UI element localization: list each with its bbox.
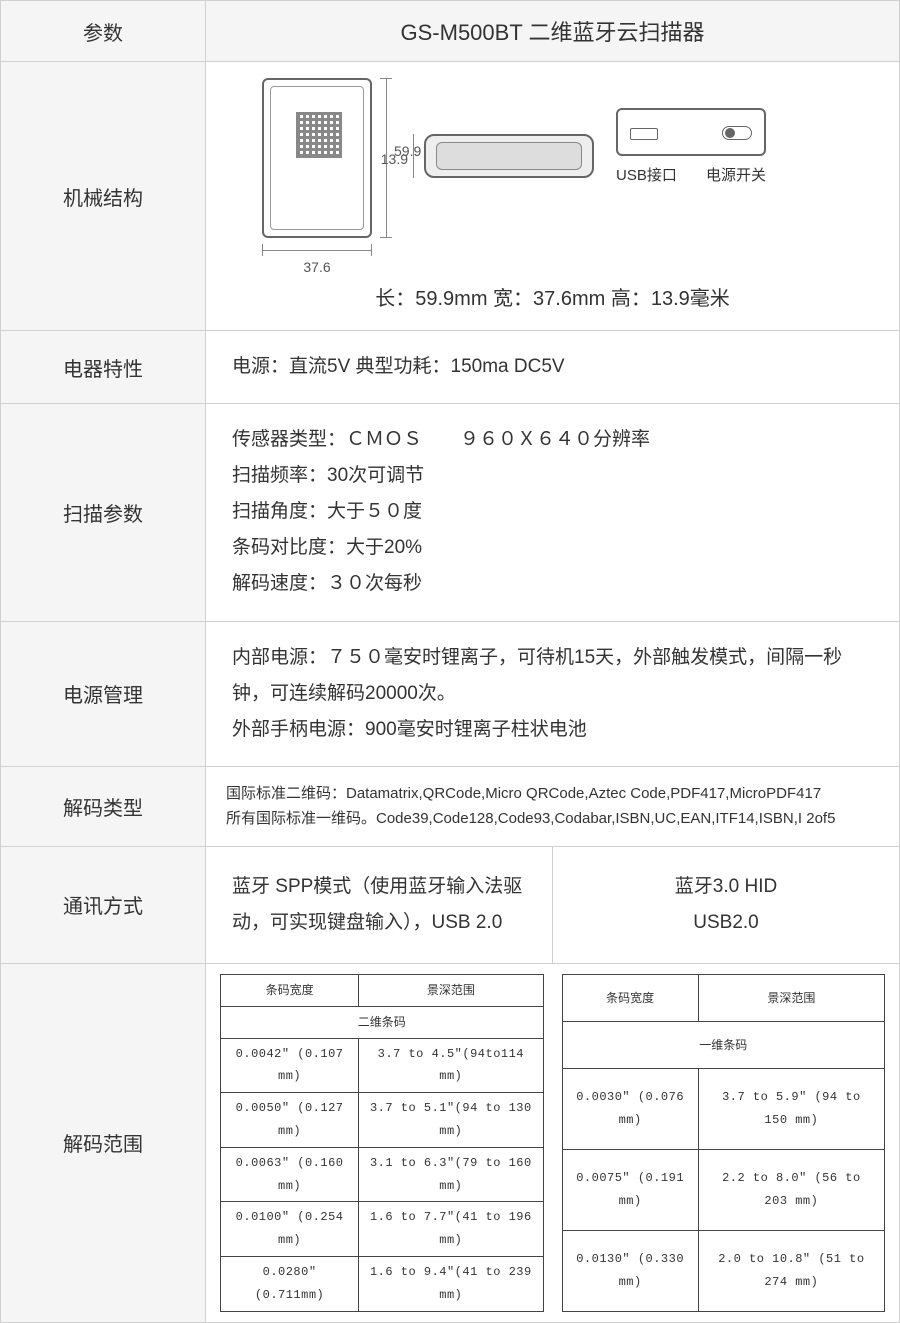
table-cell: 2.0 to 10.8″ (51 to 274 mm) bbox=[698, 1230, 884, 1311]
usb-port-icon bbox=[630, 128, 658, 140]
mechanical-cell: 59.9 37.6 13.9 bbox=[206, 62, 900, 331]
table-row: 0.0042″ (0.107 mm)3.7 to 4.5″(94to114 mm… bbox=[221, 1038, 544, 1093]
scan-line: 条码对比度：大于20% bbox=[232, 530, 873, 566]
comm-right: 蓝牙3.0 HID USB2.0 bbox=[553, 847, 899, 963]
side-view-drawing: USB接口 电源开关 bbox=[616, 108, 766, 191]
scan-line: 扫描频率：30次可调节 bbox=[232, 458, 873, 494]
power-line: 外部手柄电源：900毫安时锂离子柱状电池 bbox=[232, 712, 873, 748]
table-cell: 1.6 to 7.7″(41 to 196 mm) bbox=[359, 1202, 543, 1257]
row-label-comm: 通讯方式 bbox=[1, 846, 206, 963]
table-cell: 2.2 to 8.0″ (56 to 203 mm) bbox=[698, 1149, 884, 1230]
comm-value: 蓝牙 SPP模式（使用蓝牙输入法驱动，可实现键盘输入），USB 2.0 蓝牙3.… bbox=[206, 846, 900, 963]
front-view-drawing: 59.9 37.6 bbox=[262, 78, 372, 238]
electrical-value: 电源：直流5V 典型功耗：150ma DC5V bbox=[206, 331, 900, 404]
power-value: 内部电源：７５０毫安时锂离子，可待机15天，外部触发模式，间隔一秒钟，可连续解码… bbox=[206, 621, 900, 766]
table-cell: 0.0075″ (0.191 mm) bbox=[562, 1149, 698, 1230]
dimensions-line: 长：59.9mm 宽：37.6mm 高：13.9毫米 bbox=[222, 280, 883, 318]
header-title: GS-M500BT 二维蓝牙云扫描器 bbox=[206, 1, 900, 62]
qr-icon bbox=[296, 112, 342, 158]
table-row: 0.0100″ (0.254 mm)1.6 to 7.7″(41 to 196 … bbox=[221, 1202, 544, 1257]
table-cell: 0.0063″ (0.160 mm) bbox=[221, 1147, 359, 1202]
table-cell: 1.6 to 9.4″(41 to 239 mm) bbox=[359, 1257, 543, 1312]
comm-right-line: USB2.0 bbox=[579, 905, 873, 941]
col-width: 条码宽度 bbox=[562, 975, 698, 1022]
sub-2d: 二维条码 bbox=[221, 1006, 544, 1038]
decode-type-line: 国际标准二维码：Datamatrix,QRCode,Micro QRCode,A… bbox=[226, 781, 879, 807]
row-label-power: 电源管理 bbox=[1, 621, 206, 766]
table-cell: 3.7 to 4.5″(94to114 mm) bbox=[359, 1038, 543, 1093]
table-cell: 0.0280″ (0.711mm) bbox=[221, 1257, 359, 1312]
scan-line: 传感器类型：ＣＭＯＳ ９６０Ｘ６４０分辨率 bbox=[232, 422, 873, 458]
table-row: 0.0063″ (0.160 mm)3.1 to 6.3″(79 to 160 … bbox=[221, 1147, 544, 1202]
table-row: 0.0130″ (0.330 mm)2.0 to 10.8″ (51 to 27… bbox=[562, 1230, 885, 1311]
scan-value: 传感器类型：ＣＭＯＳ ９６０Ｘ６４０分辨率 扫描频率：30次可调节 扫描角度：大… bbox=[206, 404, 900, 621]
row-label-scan: 扫描参数 bbox=[1, 404, 206, 621]
row-label-range: 解码范围 bbox=[1, 964, 206, 1323]
spec-table: 参数 GS-M500BT 二维蓝牙云扫描器 机械结构 59.9 bbox=[0, 0, 900, 1323]
table-cell: 3.7 to 5.9″ (94 to 150 mm) bbox=[698, 1069, 884, 1150]
row-label-electrical: 电器特性 bbox=[1, 331, 206, 404]
header-param: 参数 bbox=[1, 1, 206, 62]
power-switch-icon bbox=[722, 126, 752, 140]
range-table-1d: 条码宽度 景深范围 一维条码 0.0030″ (0.076 mm)3.7 to … bbox=[562, 974, 886, 1312]
table-row: 0.0075″ (0.191 mm)2.2 to 8.0″ (56 to 203… bbox=[562, 1149, 885, 1230]
usb-label: USB接口 bbox=[616, 162, 677, 191]
comm-left: 蓝牙 SPP模式（使用蓝牙输入法驱动，可实现键盘输入），USB 2.0 bbox=[206, 847, 553, 963]
dim-depth: 13.9 bbox=[381, 146, 408, 173]
sub-1d: 一维条码 bbox=[562, 1022, 885, 1069]
comm-right-line: 蓝牙3.0 HID bbox=[579, 869, 873, 905]
power-line: 内部电源：７５０毫安时锂离子，可待机15天，外部触发模式，间隔一秒钟，可连续解码… bbox=[232, 640, 873, 712]
range-value: 条码宽度 景深范围 二维条码 0.0042″ (0.107 mm)3.7 to … bbox=[206, 964, 900, 1323]
table-cell: 0.0030″ (0.076 mm) bbox=[562, 1069, 698, 1150]
row-label-mechanical: 机械结构 bbox=[1, 62, 206, 331]
scan-line: 扫描角度：大于５０度 bbox=[232, 494, 873, 530]
table-row: 0.0030″ (0.076 mm)3.7 to 5.9″ (94 to 150… bbox=[562, 1069, 885, 1150]
col-depth: 景深范围 bbox=[359, 975, 543, 1007]
row-label-decode-type: 解码类型 bbox=[1, 766, 206, 846]
decode-type-line: 所有国际标准一维码。Code39,Code128,Code93,Codabar,… bbox=[226, 806, 879, 832]
decode-type-value: 国际标准二维码：Datamatrix,QRCode,Micro QRCode,A… bbox=[206, 766, 900, 846]
scan-line: 解码速度：３０次每秒 bbox=[232, 566, 873, 602]
col-width: 条码宽度 bbox=[221, 975, 359, 1007]
top-view-drawing: 13.9 bbox=[424, 134, 594, 178]
power-label: 电源开关 bbox=[706, 162, 766, 191]
range-table-2d: 条码宽度 景深范围 二维条码 0.0042″ (0.107 mm)3.7 to … bbox=[220, 974, 544, 1312]
table-cell: 0.0100″ (0.254 mm) bbox=[221, 1202, 359, 1257]
table-row: 0.0280″ (0.711mm)1.6 to 9.4″(41 to 239 m… bbox=[221, 1257, 544, 1312]
table-cell: 0.0130″ (0.330 mm) bbox=[562, 1230, 698, 1311]
col-depth: 景深范围 bbox=[698, 975, 884, 1022]
table-cell: 0.0042″ (0.107 mm) bbox=[221, 1038, 359, 1093]
dim-width: 37.6 bbox=[297, 254, 337, 281]
table-cell: 3.1 to 6.3″(79 to 160 mm) bbox=[359, 1147, 543, 1202]
